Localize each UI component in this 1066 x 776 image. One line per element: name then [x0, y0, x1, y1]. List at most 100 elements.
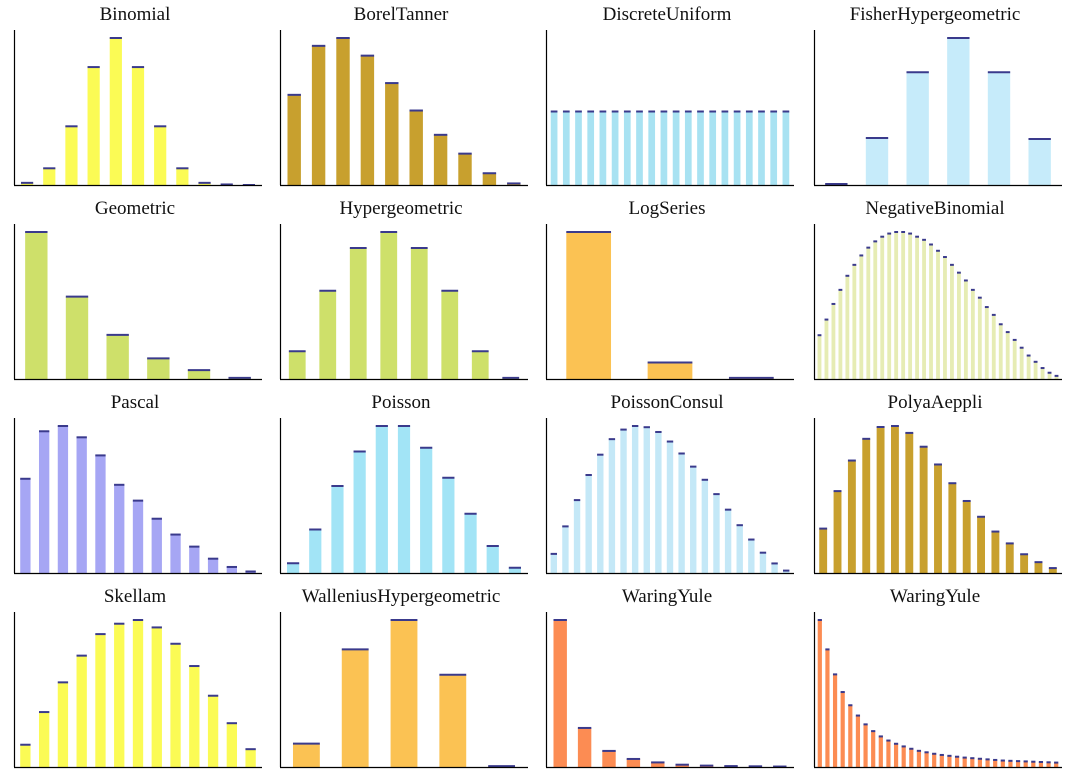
bar	[901, 746, 906, 767]
bar	[758, 111, 765, 185]
bar	[865, 138, 889, 185]
bar	[1031, 761, 1036, 767]
chart-title: FisherHypergeometric	[849, 4, 1021, 25]
bar	[866, 247, 871, 379]
bar	[701, 479, 709, 573]
bar	[585, 475, 592, 573]
bar	[353, 451, 366, 573]
chart-panel: Binomial	[2, 0, 268, 194]
bar	[331, 486, 344, 573]
bar	[647, 362, 693, 379]
bar	[508, 567, 522, 573]
bar	[207, 695, 219, 767]
bar	[943, 257, 947, 379]
bar	[226, 566, 237, 573]
bar	[187, 370, 211, 379]
bar	[1015, 761, 1021, 767]
plot-area	[13, 612, 262, 772]
bar	[873, 241, 878, 379]
chart-title: Geometric	[94, 198, 176, 219]
bar	[648, 111, 656, 185]
bar	[550, 111, 558, 185]
plot-area	[279, 612, 528, 772]
bar	[876, 426, 885, 573]
bar	[170, 534, 181, 573]
bar	[575, 111, 582, 185]
bar	[880, 236, 885, 379]
chart-title: Pascal	[110, 392, 160, 413]
bar	[154, 126, 167, 185]
bar	[170, 643, 181, 767]
chart-title: LogSeries	[628, 198, 706, 219]
bar-chart	[813, 30, 1062, 187]
bar	[114, 484, 125, 573]
bar	[1054, 375, 1059, 379]
chart-title: PolyaAeppli	[887, 392, 983, 413]
bar	[349, 248, 367, 379]
bar	[87, 67, 100, 185]
bar	[189, 666, 200, 767]
bar	[608, 439, 616, 573]
bar	[198, 182, 211, 185]
bar	[759, 552, 767, 573]
bar	[993, 759, 998, 767]
bar	[852, 264, 857, 379]
bar	[433, 134, 448, 185]
bar	[894, 232, 899, 379]
bar	[919, 446, 928, 573]
bar	[1054, 762, 1059, 767]
bar	[38, 712, 50, 767]
bar	[748, 539, 755, 573]
bar	[65, 126, 78, 185]
bar	[922, 239, 926, 379]
bar	[287, 94, 301, 185]
bar	[724, 509, 732, 573]
bar	[562, 526, 569, 573]
bar	[890, 426, 899, 573]
bar	[309, 529, 322, 573]
bar	[1000, 760, 1005, 767]
chart-panel: Pascal	[2, 388, 268, 582]
chart-panel: BorelTanner	[268, 0, 534, 194]
bar	[991, 531, 1000, 573]
bar	[189, 546, 200, 573]
bar	[471, 351, 489, 379]
plot-area	[813, 224, 1062, 384]
bar	[76, 437, 87, 573]
chart-panel: WaringYule	[802, 582, 1066, 776]
bar	[380, 232, 398, 379]
bar	[57, 426, 69, 573]
bar	[697, 111, 704, 185]
bar	[947, 755, 952, 767]
bar	[1038, 762, 1044, 767]
bar	[954, 756, 960, 767]
bar	[939, 754, 944, 767]
chart-title: PoissonConsul	[610, 392, 724, 413]
bar	[675, 764, 689, 767]
chart-panel: Skellam	[2, 582, 268, 776]
bar	[20, 182, 34, 185]
bar	[109, 38, 122, 185]
bar	[38, 431, 50, 573]
bar	[147, 358, 170, 379]
bar	[859, 255, 864, 379]
plot-area	[279, 418, 528, 578]
bar	[977, 516, 985, 573]
bar	[770, 111, 778, 185]
bar	[319, 290, 337, 379]
bar	[336, 38, 350, 185]
bar	[929, 244, 933, 379]
bar	[375, 426, 388, 573]
plot-area	[545, 418, 794, 578]
bar	[905, 432, 914, 573]
bar	[341, 649, 369, 767]
plot-area	[545, 224, 794, 384]
bar	[442, 477, 455, 573]
bar	[847, 460, 856, 573]
bar	[57, 682, 69, 767]
bar	[987, 72, 1011, 185]
bar	[288, 351, 306, 379]
bar	[824, 319, 829, 379]
bar-chart	[279, 612, 528, 769]
bar	[666, 441, 674, 573]
